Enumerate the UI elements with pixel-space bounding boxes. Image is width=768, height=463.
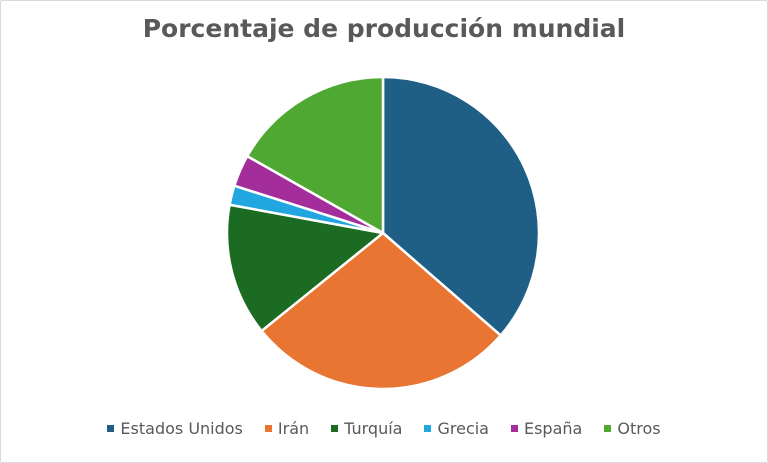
pie-slice-turquia bbox=[225, 203, 385, 333]
legend-item-otros: Otros bbox=[604, 419, 661, 438]
chart-title: Porcentaje de producción mundial bbox=[142, 14, 626, 43]
legend-label-grecia: Grecia bbox=[437, 419, 489, 438]
pie-slice-estados-unidos bbox=[381, 75, 541, 337]
legend-label-estados-unidos: Estados Unidos bbox=[120, 419, 243, 438]
legend-label-otros: Otros bbox=[617, 419, 661, 438]
legend-swatch-otros bbox=[604, 425, 612, 432]
legend-label-iran: Irán bbox=[277, 419, 310, 438]
pie-slice-iran bbox=[260, 231, 502, 391]
pie-slice-otros bbox=[246, 75, 385, 235]
legend-swatch-turquia bbox=[331, 425, 339, 432]
chart-legend: Estados Unidos Irán Turquía Grecia España Otr… bbox=[0, 419, 768, 438]
legend-item-grecia: Grecia bbox=[424, 419, 489, 438]
legend-item-estados-unidos: Estados Unidos bbox=[107, 419, 243, 438]
legend-item-iran: Irán bbox=[264, 419, 310, 438]
legend-swatch-estados-unidos bbox=[107, 425, 115, 432]
legend-label-turquia: Turquía bbox=[344, 419, 403, 438]
legend-item-turquia: Turquía bbox=[331, 419, 402, 438]
legend-item-espana: España bbox=[510, 419, 583, 438]
legend-swatch-grecia bbox=[424, 425, 432, 432]
legend-swatch-iran bbox=[264, 425, 272, 432]
legend-label-espana: España bbox=[523, 419, 583, 438]
legend-swatch-espana bbox=[510, 425, 518, 432]
